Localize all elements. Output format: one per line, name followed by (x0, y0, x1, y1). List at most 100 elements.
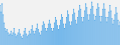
area-step (71, 22, 72, 45)
area-step (79, 5, 80, 45)
area-step (19, 30, 20, 45)
step-line (9, 35, 10, 36)
area-step (58, 30, 59, 45)
area-step (118, 26, 119, 45)
step-line (32, 25, 33, 26)
step-line (29, 31, 30, 32)
step-line (20, 34, 21, 35)
area-step (86, 8, 87, 45)
area-step (10, 34, 11, 45)
area-step (14, 29, 15, 45)
area-step (5, 29, 6, 45)
area-step (99, 16, 100, 45)
step-line (60, 20, 61, 21)
step-line (100, 21, 101, 22)
area-step (101, 16, 102, 45)
area-step (17, 35, 18, 45)
area-step (113, 20, 114, 45)
area-step (18, 33, 19, 45)
area-step (23, 35, 24, 45)
area-step (56, 20, 57, 45)
step-line (37, 24, 38, 25)
area-step (48, 24, 49, 45)
step-line (101, 16, 102, 17)
step-line (4, 23, 5, 24)
step-line (46, 31, 47, 32)
area-step (55, 18, 56, 45)
area-step (115, 8, 116, 45)
area-step (98, 8, 99, 45)
step-line (17, 35, 18, 36)
step-line (71, 21, 72, 22)
area-step (2, 4, 3, 45)
step-line (30, 34, 31, 35)
area-step (4, 23, 5, 45)
step-line (64, 28, 65, 29)
step-line (88, 20, 89, 21)
step-line (23, 35, 24, 36)
step-line (111, 18, 112, 19)
area-step (97, 4, 98, 45)
area-step (116, 13, 117, 45)
step-line (110, 10, 111, 11)
area-step (54, 23, 55, 45)
step-line (53, 28, 54, 29)
area-step (60, 20, 61, 45)
area-step (117, 20, 118, 45)
step-line (14, 28, 15, 29)
step-line (19, 29, 20, 30)
step-line (38, 29, 39, 30)
area-step (45, 29, 46, 45)
step-line (35, 31, 36, 32)
area-step (28, 35, 29, 45)
step-line (33, 31, 34, 32)
step-line (31, 29, 32, 30)
step-line (86, 7, 87, 8)
step-line (89, 14, 90, 15)
step-line (63, 24, 64, 25)
area-step (8, 33, 9, 45)
area-step (91, 2, 92, 45)
area-step (114, 15, 115, 45)
area-step (59, 26, 60, 45)
area-step (82, 22, 83, 45)
step-line (15, 34, 16, 35)
area-step (108, 12, 109, 45)
step-line (67, 10, 68, 11)
step-line (6, 31, 7, 32)
area-step (77, 18, 78, 45)
area-step (103, 4, 104, 45)
area-step (25, 29, 26, 45)
area-step (83, 18, 84, 45)
area-step (119, 22, 120, 45)
area-step (16, 37, 17, 45)
step-line (11, 31, 12, 32)
step-line (2, 3, 3, 4)
step-line (50, 24, 51, 25)
step-line (5, 28, 6, 29)
step-line (93, 14, 94, 15)
step-line (34, 34, 35, 35)
area-step (52, 31, 53, 45)
area-step (44, 24, 45, 45)
step-line (25, 28, 26, 29)
area-step (62, 18, 63, 45)
step-line (49, 20, 50, 21)
area-step (6, 31, 7, 45)
step-line (7, 29, 8, 30)
area-step (11, 31, 12, 45)
step-line (16, 36, 17, 37)
step-line (83, 17, 84, 18)
step-line (115, 7, 116, 8)
area-step (20, 34, 21, 45)
step-line (119, 21, 120, 22)
area-step (32, 26, 33, 45)
step-line (42, 25, 43, 26)
area-step (89, 15, 90, 45)
step-line (65, 24, 66, 25)
area-step (64, 29, 65, 45)
step-line (72, 14, 73, 15)
step-line (56, 20, 57, 21)
step-line (87, 14, 88, 15)
area-step (107, 18, 108, 45)
